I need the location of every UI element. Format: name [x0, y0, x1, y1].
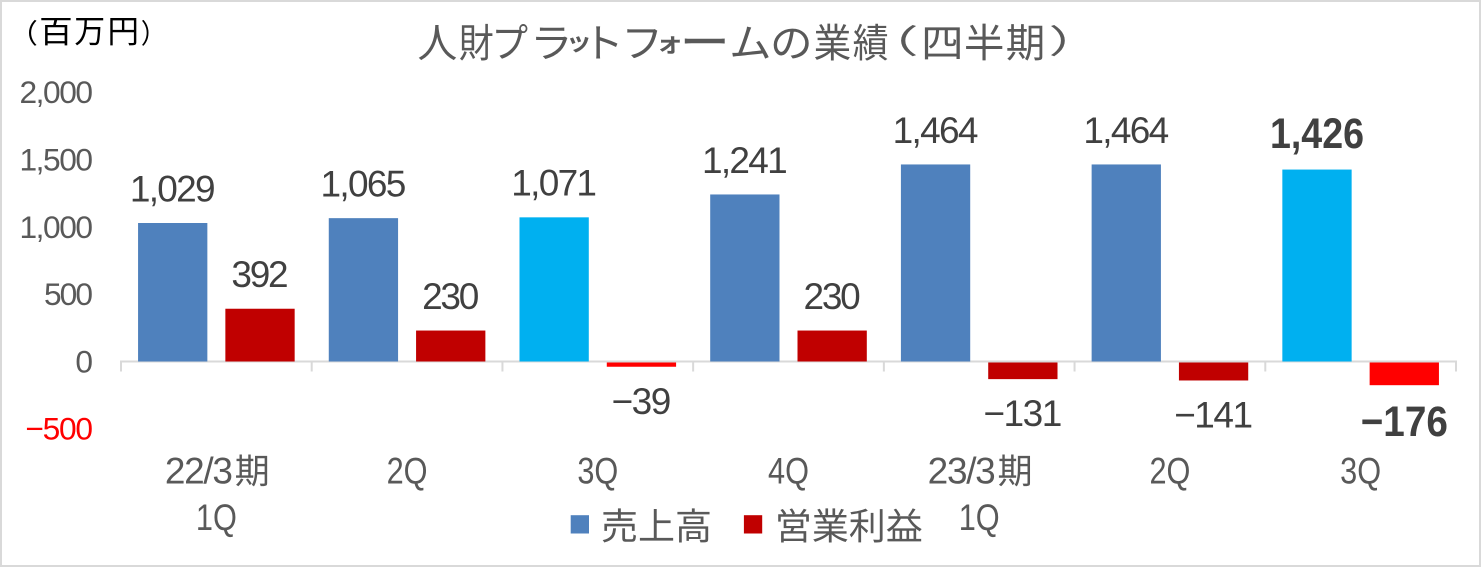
svg-text:1,464: 1,464: [893, 110, 979, 151]
svg-text:22/3: 22/3: [165, 451, 233, 492]
svg-text:−141: −141: [1174, 394, 1253, 435]
svg-text:1,464: 1,464: [1083, 110, 1169, 151]
svg-text:2Q: 2Q: [387, 451, 428, 492]
svg-text:−500: −500: [25, 411, 93, 447]
svg-text:−176: −176: [1361, 398, 1448, 445]
svg-text:1,071: 1,071: [511, 163, 597, 204]
svg-text:2Q: 2Q: [1149, 451, 1190, 492]
svg-text:1Q: 1Q: [959, 497, 1000, 538]
svg-text:1,426: 1,426: [1270, 110, 1364, 157]
svg-text:3Q: 3Q: [1340, 451, 1381, 492]
svg-text:1,241: 1,241: [702, 140, 788, 181]
svg-text:392: 392: [231, 254, 288, 295]
svg-text:230: 230: [422, 276, 479, 317]
svg-text:1,065: 1,065: [321, 164, 407, 205]
svg-text:1,029: 1,029: [130, 168, 216, 209]
svg-text:−131: −131: [983, 393, 1062, 434]
svg-text:500: 500: [44, 276, 93, 312]
svg-text:1,500: 1,500: [20, 142, 94, 178]
svg-text:0: 0: [75, 343, 93, 379]
svg-text:3Q: 3Q: [577, 451, 618, 492]
svg-text:1,000: 1,000: [20, 209, 94, 245]
svg-text:4Q: 4Q: [768, 451, 809, 492]
svg-text:23/3: 23/3: [928, 451, 996, 492]
svg-text:−39: −39: [612, 381, 672, 422]
svg-text:230: 230: [804, 276, 861, 317]
svg-text:1Q: 1Q: [196, 497, 237, 538]
svg-text:2,000: 2,000: [20, 74, 94, 110]
